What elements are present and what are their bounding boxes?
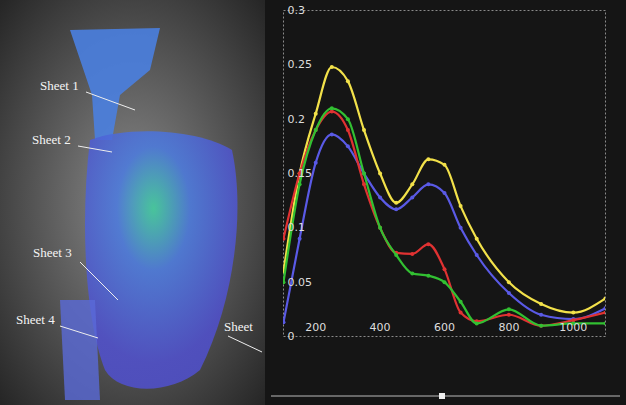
svg-text:0.25: 0.25 — [288, 58, 313, 71]
svg-text:0.2: 0.2 — [288, 113, 306, 126]
svg-text:Sheet: Sheet — [224, 319, 253, 334]
svg-text:800: 800 — [498, 321, 519, 334]
svg-text:0.05: 0.05 — [288, 276, 313, 289]
svg-text:Sheet 2: Sheet 2 — [32, 132, 71, 147]
svg-text:1000: 1000 — [559, 321, 587, 334]
svg-text:0.15: 0.15 — [288, 167, 313, 180]
svg-text:200: 200 — [305, 321, 326, 334]
svg-text:Sheet 1: Sheet 1 — [40, 78, 79, 93]
svg-text:0: 0 — [288, 330, 295, 343]
svg-text:0.1: 0.1 — [288, 221, 306, 234]
svg-text:400: 400 — [370, 321, 391, 334]
svg-text:600: 600 — [434, 321, 455, 334]
svg-text:Sheet 4: Sheet 4 — [16, 312, 55, 327]
svg-text:0.3: 0.3 — [288, 4, 306, 17]
svg-text:Sheet 3: Sheet 3 — [33, 245, 72, 260]
